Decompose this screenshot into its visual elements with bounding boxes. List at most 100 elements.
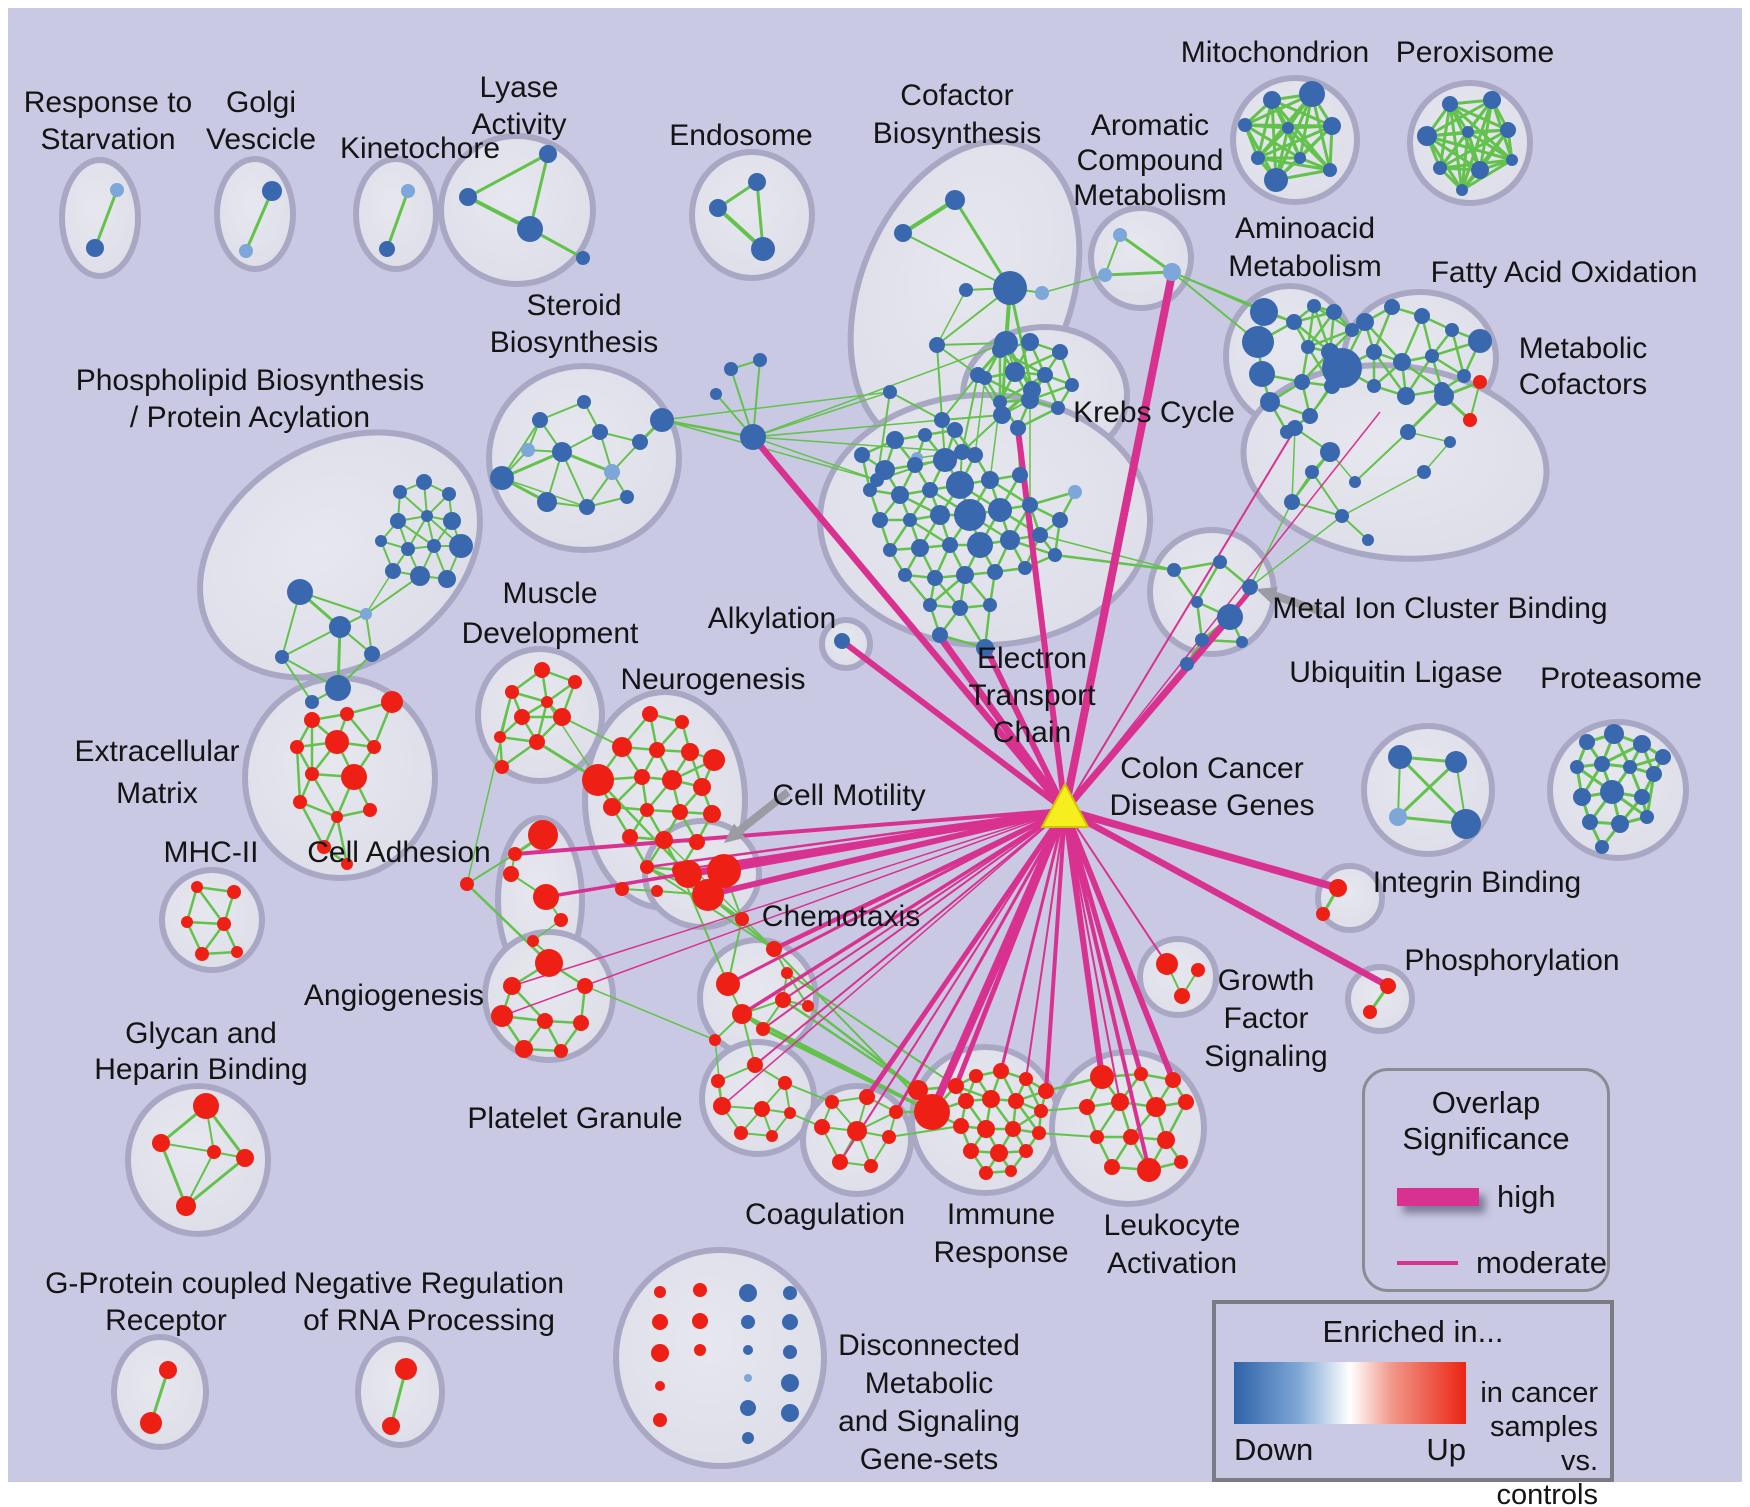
- green-edge: [1039, 534, 1175, 571]
- gene-set-node: [954, 444, 970, 460]
- green-edge: [1372, 350, 1408, 398]
- green-edge: [561, 451, 588, 508]
- gene-set-node: [911, 539, 929, 557]
- gene-set-node: [1463, 413, 1477, 427]
- overlap-edge: [741, 808, 1066, 1016]
- gene-set-node: [1646, 766, 1662, 782]
- gene-set-node: [401, 542, 415, 556]
- legend-overlap-title: Overlap Significance: [1402, 1085, 1570, 1156]
- cluster-ellipse-lyase-activity: [438, 133, 596, 287]
- gene-set-node: [724, 362, 738, 376]
- enrichment-gradient-bar: [1234, 1362, 1466, 1424]
- gene-set-node: [1506, 154, 1518, 166]
- gene-set-node: [360, 608, 372, 620]
- overlap-edge: [839, 809, 1066, 1163]
- gene-set-node: [642, 706, 658, 722]
- gene-set-node: [379, 241, 395, 257]
- cluster-label-lyase-activity: Lyase Activity: [471, 71, 566, 141]
- high-significance-swatch: [1397, 1188, 1479, 1206]
- gene-set-node: [945, 190, 965, 210]
- gene-set-node: [1329, 879, 1347, 897]
- gene-set-node: [576, 251, 590, 265]
- gene-set-node: [592, 424, 608, 440]
- gene-set-node: [217, 917, 231, 931]
- green-edge: [281, 656, 313, 703]
- gene-set-node: [784, 1107, 796, 1119]
- cluster-label-aminoacid-metabolism: Aminoacid Metabolism: [1228, 212, 1381, 283]
- gene-set-node: [954, 499, 986, 531]
- cluster-label-fatty-acid-oxidation: Fatty Acid Oxidation: [1431, 256, 1698, 289]
- gene-set-node: [521, 443, 535, 457]
- gene-set-node: [1178, 1094, 1194, 1110]
- gene-set-node: [331, 811, 343, 823]
- green-edge: [1103, 270, 1174, 277]
- overlap-edge: [953, 809, 1068, 1087]
- gene-set-node: [1323, 163, 1337, 177]
- gene-set-node: [1633, 735, 1651, 753]
- green-edge: [1104, 234, 1121, 276]
- gene-set-node: [622, 829, 638, 845]
- gene-set-node: [694, 1344, 706, 1356]
- green-edge: [888, 1125, 962, 1138]
- gene-set-node: [533, 884, 559, 910]
- gene-set-node: [993, 395, 1007, 409]
- overlap-edge: [1063, 809, 1151, 1171]
- gene-set-node: [653, 1413, 667, 1427]
- gene-set-node: [1146, 1097, 1166, 1117]
- gene-set-node: [689, 834, 705, 850]
- green-edge: [365, 570, 394, 615]
- gene-set-node: [744, 1374, 752, 1382]
- green-edge: [1038, 1132, 1098, 1138]
- legend-overlap-significance: Overlap Significance high moderate: [1362, 1068, 1610, 1292]
- green-edge: [1249, 515, 1343, 588]
- gene-set-node: [734, 1126, 748, 1140]
- gene-set-node: [1284, 494, 1300, 510]
- gene-set-node: [438, 570, 456, 588]
- gene-set-node: [503, 866, 519, 882]
- gene-set-node: [1022, 497, 1038, 513]
- green-edge: [902, 232, 1011, 289]
- gene-set-node: [1417, 465, 1431, 479]
- gene-set-node: [766, 941, 782, 957]
- gene-set-node: [675, 715, 689, 729]
- gene-set-node: [929, 337, 945, 353]
- gene-set-node: [863, 483, 877, 497]
- gene-set-node: [1251, 151, 1265, 165]
- gene-set-node: [325, 675, 351, 701]
- green-edge: [310, 772, 339, 819]
- cluster-ellipse-steroid-biosynthesis: [486, 363, 682, 553]
- gene-set-node: [692, 879, 724, 911]
- gene-set-node: [385, 563, 401, 579]
- gene-set-node: [329, 616, 351, 638]
- gene-set-node: [766, 1130, 778, 1142]
- gene-set-node: [573, 1015, 589, 1031]
- gene-set-node: [1301, 340, 1315, 354]
- overlap-edge: [1062, 808, 1176, 1082]
- overlap-edge: [1064, 433, 1293, 811]
- cluster-label-glycan-heparin-binding: Glycan and Heparin Binding: [94, 1017, 307, 1086]
- gene-set-node: [1393, 353, 1411, 371]
- gene-set-node: [152, 1134, 170, 1152]
- overlap-edge: [707, 807, 1066, 898]
- cluster-ellipse-mhc-ii: [159, 867, 265, 973]
- gene-set-node: [977, 1120, 995, 1138]
- green-edge: [385, 189, 410, 251]
- green-edge: [752, 342, 1007, 438]
- green-edge: [1306, 328, 1354, 349]
- gene-set-node: [287, 579, 313, 605]
- gene-set-node: [710, 388, 722, 400]
- cluster-label-mhc-ii: MHC-II: [164, 836, 259, 869]
- gene-set-node: [914, 1094, 950, 1130]
- gene-set-node: [923, 598, 937, 612]
- gene-set-node: [898, 568, 912, 582]
- gene-set-node: [651, 1344, 669, 1362]
- enrichment-note: in cancer samples vs. controls: [1480, 1377, 1598, 1507]
- gene-set-node: [1323, 117, 1341, 135]
- green-edge: [466, 853, 516, 885]
- cluster-label-golgi-vescicle: Golgi Vescicle: [206, 86, 316, 156]
- gene-set-node: [1468, 329, 1492, 353]
- green-edge: [159, 1141, 188, 1208]
- gene-set-node: [834, 633, 850, 649]
- gene-set-node: [963, 1143, 979, 1159]
- gene-set-node: [1180, 657, 1194, 671]
